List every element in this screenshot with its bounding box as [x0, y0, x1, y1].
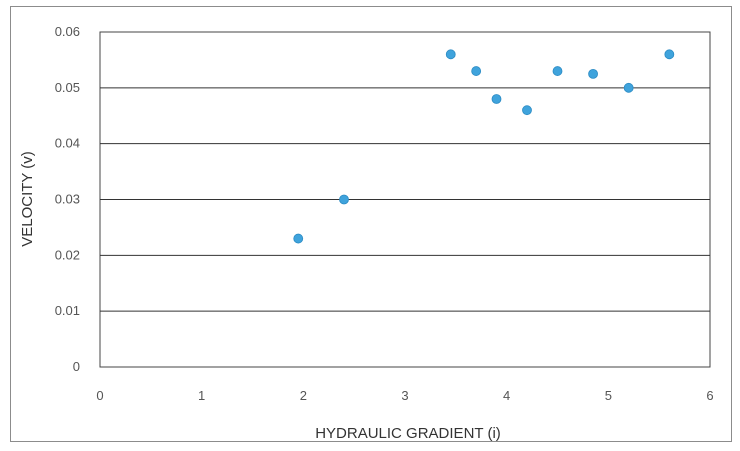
- y-tick-label: 0: [73, 359, 80, 374]
- data-point: [445, 49, 456, 60]
- y-tick-label: 0.05: [55, 80, 80, 95]
- y-tick-label: 0.06: [55, 24, 80, 39]
- data-points: [293, 49, 675, 244]
- x-tick-label: 1: [198, 388, 205, 403]
- x-tick-label: 2: [300, 388, 307, 403]
- y-axis-ticks: 0 0.01 0.02 0.03 0.04 0.05 0.06: [55, 24, 80, 374]
- x-tick-label: 3: [401, 388, 408, 403]
- x-axis-title: HYDRAULIC GRADIENT (i): [315, 425, 501, 442]
- gridlines: [100, 87, 710, 312]
- data-point: [491, 94, 502, 104]
- data-point: [664, 49, 675, 60]
- x-tick-label: 6: [706, 388, 713, 403]
- y-axis-title: VELOCITY (v): [19, 151, 36, 247]
- x-axis-ticks: 0 1 2 3 4 5 6: [96, 388, 713, 403]
- data-point: [623, 82, 634, 93]
- y-tick-label: 0.02: [55, 247, 80, 262]
- data-point: [293, 233, 304, 244]
- x-tick-label: 0: [96, 388, 103, 403]
- data-point: [522, 105, 532, 116]
- data-point: [339, 194, 349, 205]
- x-tick-label: 4: [503, 388, 510, 403]
- data-point: [471, 66, 482, 76]
- y-tick-label: 0.04: [55, 136, 80, 151]
- y-tick-label: 0.01: [55, 303, 80, 318]
- data-point: [588, 68, 598, 79]
- y-tick-label: 0.03: [55, 192, 80, 207]
- x-tick-label: 5: [605, 388, 612, 403]
- data-point: [552, 66, 563, 76]
